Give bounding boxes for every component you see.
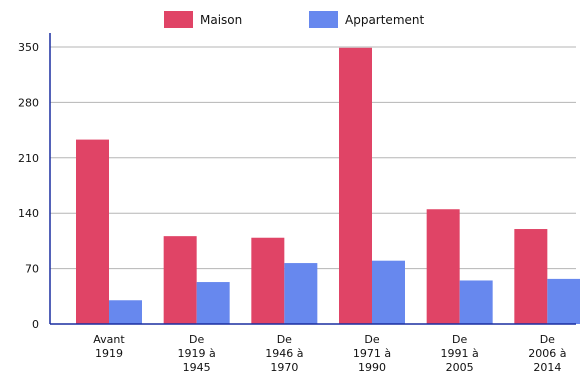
x-tick-label: 1990: [358, 361, 386, 374]
legend-label-maison: Maison: [200, 13, 242, 27]
bar-maison: [76, 140, 109, 324]
x-tick-label: 1946 à: [265, 347, 303, 360]
x-tick-label: 1971 à: [353, 347, 391, 360]
y-tick-label: 350: [18, 41, 39, 54]
bar-appartement: [372, 261, 405, 324]
y-tick-label: 0: [32, 318, 39, 331]
bar-maison: [339, 48, 372, 324]
x-tick-label: De: [277, 333, 292, 346]
x-tick-label: De: [364, 333, 379, 346]
x-tick-label: 2005: [446, 361, 474, 374]
legend-label-appartement: Appartement: [345, 13, 424, 27]
bar-maison: [251, 238, 284, 324]
x-tick-label: De: [540, 333, 555, 346]
grid-lines: [50, 47, 576, 269]
y-axis-ticks: 0 70 140 210 280 350: [18, 41, 39, 331]
x-tick-label: 1991 à: [441, 347, 479, 360]
legend-swatch-maison: [164, 11, 193, 28]
bar-appartement: [547, 279, 580, 324]
bar-maison: [514, 229, 547, 324]
legend: Maison Appartement: [164, 11, 424, 28]
bar-appartement: [197, 282, 230, 324]
legend-swatch-appartement: [309, 11, 338, 28]
x-tick-label: De: [189, 333, 204, 346]
y-tick-label: 280: [18, 96, 39, 109]
y-tick-label: 140: [18, 207, 39, 220]
x-tick-label: 1919 à: [178, 347, 216, 360]
bar-maison: [427, 209, 460, 324]
x-tick-label: De: [452, 333, 467, 346]
x-tick-label: 1970: [270, 361, 298, 374]
bar-maison: [164, 236, 197, 324]
x-tick-label: 2006 à: [528, 347, 566, 360]
bar-appartement: [109, 300, 142, 324]
bar-appartement: [284, 263, 317, 324]
bar-appartement: [460, 280, 493, 324]
bars: [76, 48, 580, 324]
y-tick-label: 70: [25, 263, 39, 276]
x-tick-label: 1945: [183, 361, 211, 374]
y-tick-label: 210: [18, 152, 39, 165]
x-tick-label: Avant: [93, 333, 125, 346]
x-tick-label: 1919: [95, 347, 123, 360]
x-tick-label: 2014: [533, 361, 561, 374]
